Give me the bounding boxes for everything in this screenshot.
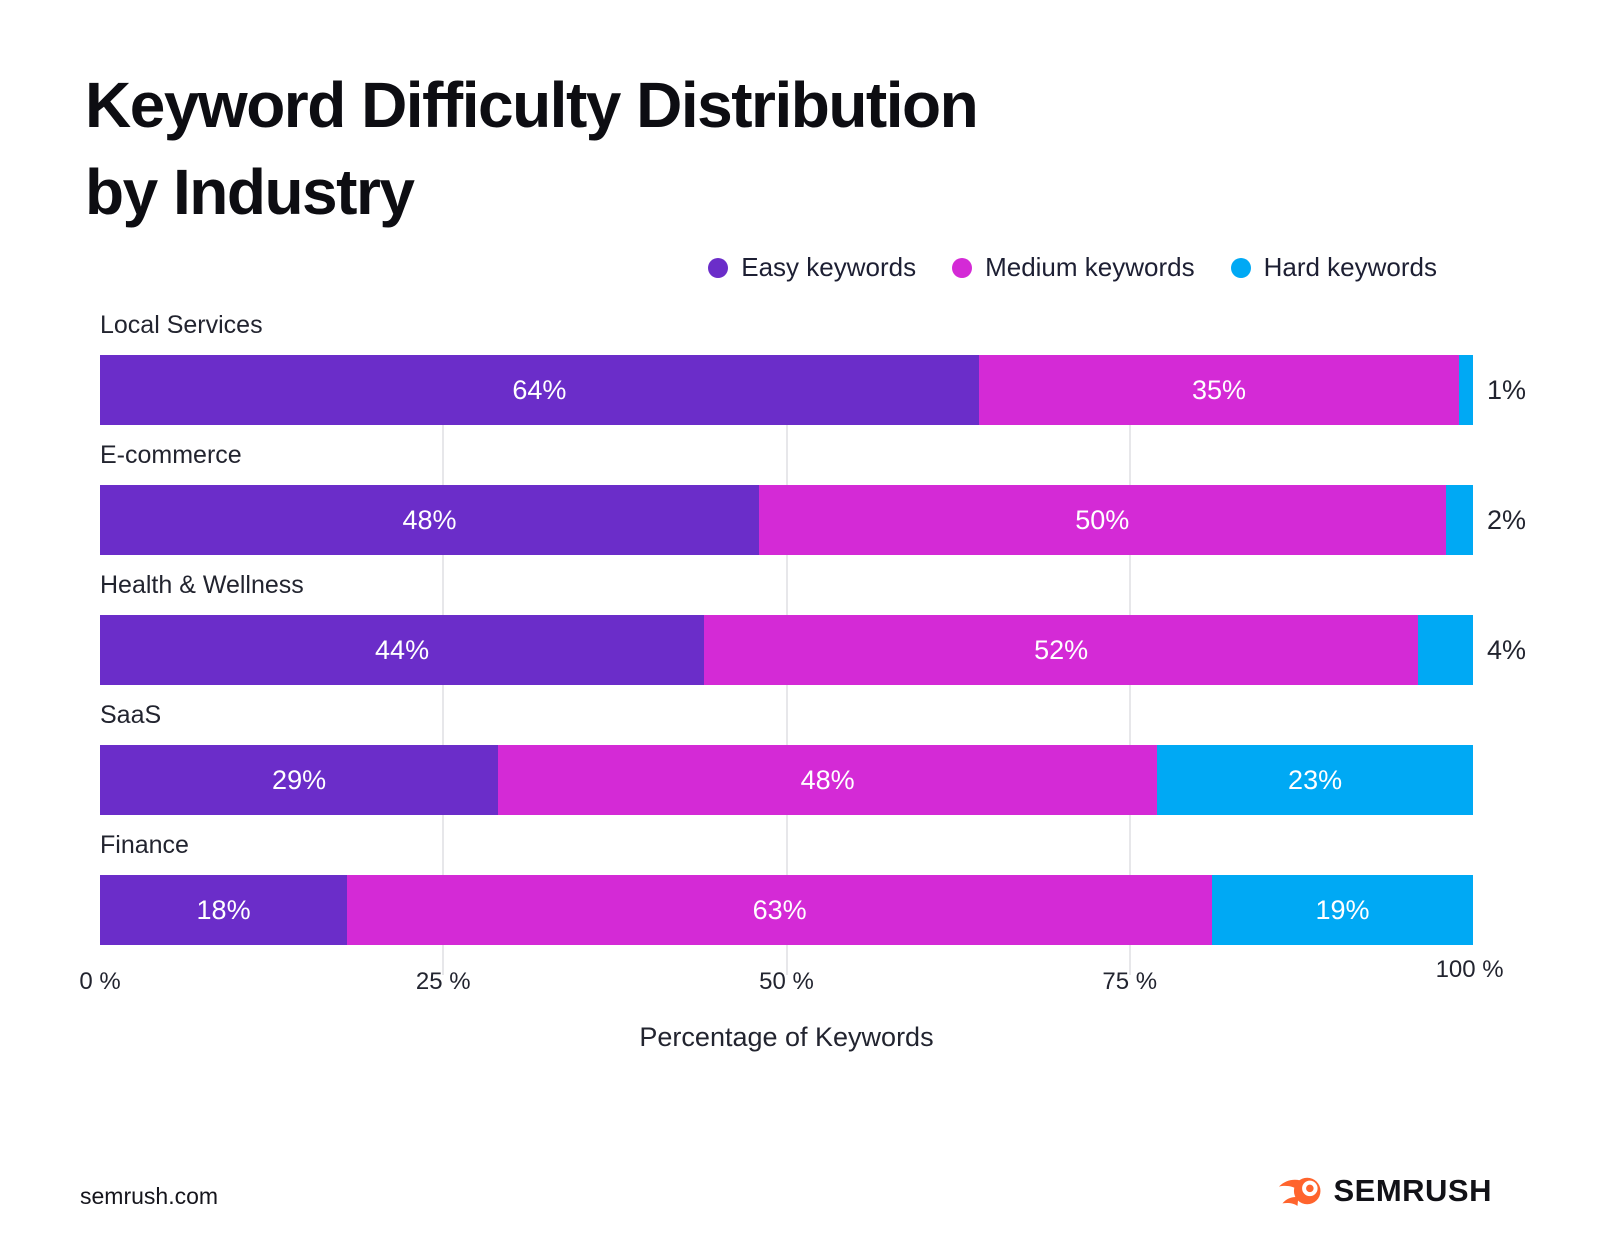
bar-segment <box>1459 355 1473 425</box>
segment-value-label: 63% <box>752 894 807 925</box>
stacked-bar: 18% 63% 19% <box>100 875 1473 945</box>
bar-segment: 18% <box>100 875 348 945</box>
stacked-bar: 64% 35% 1% <box>100 355 1526 425</box>
segment-value-label-outside: 1% <box>1487 374 1527 405</box>
legend-dot-icon <box>708 257 729 278</box>
bar-segment: 19% <box>1212 875 1473 945</box>
legend-item: Medium keywords <box>952 252 1195 283</box>
legend-item: Hard keywords <box>1230 252 1437 283</box>
category-label-zone: Health & Wellness <box>100 555 1473 615</box>
category-label: Health & Wellness <box>100 570 304 599</box>
bar-segment <box>1445 485 1473 555</box>
segment-value-label-outside: 2% <box>1487 504 1527 535</box>
x-axis: 0 % 25 % 50 % 75 % 100 % <box>79 956 1503 1000</box>
x-axis-tick-label: 50 % <box>759 968 814 995</box>
category-label: SaaS <box>100 700 162 729</box>
stacked-bar: 48% 50% 2% <box>100 485 1526 555</box>
bar-segment: 64% <box>100 355 979 425</box>
legend-label: Hard keywords <box>1263 252 1437 282</box>
bar-segment: 44% <box>100 615 705 685</box>
page-title-line-2: by Industry <box>85 156 415 228</box>
chart-row: SaaS 29% 48% 23% <box>100 685 1473 815</box>
chart-row: E-commerce 48% 50% 2% <box>100 425 1526 555</box>
segment-value-label: 19% <box>1315 894 1370 925</box>
page-title: Keyword Difficulty Distribution by Indus… <box>85 62 979 236</box>
segment-value-label: 64% <box>512 374 567 405</box>
category-label-zone: Local Services <box>100 295 1473 355</box>
x-axis-tick-label: 25 % <box>415 968 471 995</box>
footer-site-url: semrush.com <box>80 1183 219 1209</box>
category-label: Finance <box>100 830 189 859</box>
segment-value-label: 48% <box>800 764 855 795</box>
bar-segment: 52% <box>704 615 1419 685</box>
category-label: Local Services <box>100 310 263 339</box>
bar-segment: 29% <box>100 745 499 815</box>
bar-segment: 50% <box>759 485 1446 555</box>
legend-label: Medium keywords <box>985 252 1195 282</box>
segment-value-label: 44% <box>375 634 430 665</box>
chart-row: Finance 18% 63% 19% <box>100 815 1473 945</box>
segment-value-label-outside: 4% <box>1487 634 1527 665</box>
legend-dot-icon <box>952 257 973 278</box>
category-label: E-commerce <box>100 440 242 469</box>
segment-value-label: 35% <box>1191 374 1247 405</box>
category-label-zone: E-commerce <box>100 425 1473 485</box>
bar-segment: 35% <box>978 355 1460 425</box>
segment-value-label: 18% <box>196 894 251 925</box>
category-label-zone: Finance <box>100 815 1473 875</box>
segment-value-label: 29% <box>272 764 327 795</box>
segment-value-label: 50% <box>1075 504 1130 535</box>
stacked-bar-chart: Local Services 64% 35% 1% E-commerce 48% 50% 2%… <box>100 295 1526 975</box>
semrush-logo: SEMRUSH <box>1278 1172 1492 1210</box>
legend-item: Easy keywords <box>708 252 916 283</box>
x-axis-title: Percentage of Keywords <box>639 1022 934 1052</box>
bar-segment: 48% <box>498 745 1158 815</box>
bar-segment: 23% <box>1157 745 1473 815</box>
bar-segment <box>1418 615 1473 685</box>
stacked-bar: 29% 48% 23% <box>100 745 1473 815</box>
semrush-flame-icon <box>1278 1172 1324 1210</box>
x-axis-tick-label: 0 % <box>79 968 121 995</box>
bar-segment: 63% <box>347 875 1213 945</box>
x-axis-tick-label: 100 % <box>1435 956 1504 983</box>
chart-rows: Local Services 64% 35% 1% E-commerce 48% 50% 2%… <box>100 295 1526 945</box>
semrush-wordmark: SEMRUSH <box>1333 1173 1492 1208</box>
segment-value-label: 23% <box>1288 764 1343 795</box>
legend-dot-icon <box>1230 257 1251 278</box>
stacked-bar: 44% 52% 4% <box>100 615 1526 685</box>
chart-legend: Easy keywords Medium keywords Hard keyword… <box>708 252 1437 283</box>
chart-row: Local Services 64% 35% 1% <box>100 295 1526 425</box>
legend-label: Easy keywords <box>741 252 917 282</box>
segment-value-label: 48% <box>402 504 457 535</box>
chart-row: Health & Wellness 44% 52% 4% <box>100 555 1526 685</box>
bar-segment: 48% <box>100 485 760 555</box>
x-axis-tick-label: 75 % <box>1102 968 1158 995</box>
page-title-line-1: Keyword Difficulty Distribution <box>85 69 979 141</box>
segment-value-label: 52% <box>1034 634 1089 665</box>
category-label-zone: SaaS <box>100 685 1473 745</box>
